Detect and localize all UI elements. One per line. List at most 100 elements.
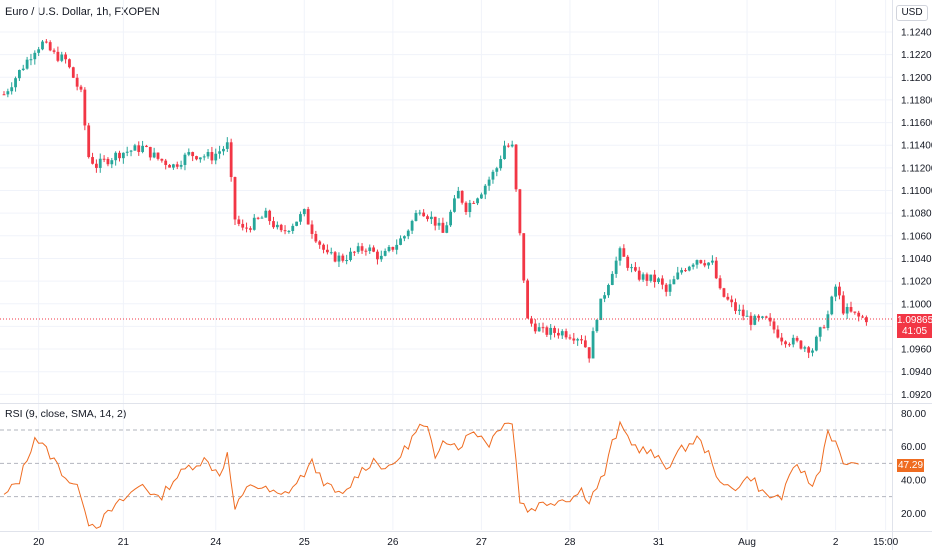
candle-body xyxy=(818,327,822,337)
candle-body xyxy=(52,50,56,52)
candle-body xyxy=(314,233,318,242)
candle-body xyxy=(780,337,784,342)
candle-body xyxy=(133,145,137,151)
time-tick-label: 27 xyxy=(476,537,488,548)
candle-body xyxy=(249,228,252,230)
candle-body xyxy=(376,251,379,260)
price-tick-label: 1.11000 xyxy=(901,186,932,197)
candle-body xyxy=(379,255,383,260)
candle-body xyxy=(822,327,826,329)
candle-body xyxy=(622,248,626,257)
price-tick-label: 1.11200 xyxy=(901,163,932,174)
candle-body xyxy=(468,202,472,213)
candle-body xyxy=(518,189,522,234)
candle-body xyxy=(506,145,510,147)
candle-body xyxy=(526,280,529,319)
candle-body xyxy=(121,152,125,159)
rsi-indicator-label[interactable]: RSI (9, close, SMA, 14, 2) xyxy=(5,408,127,420)
candle-body xyxy=(175,164,179,167)
candle-body xyxy=(326,249,329,253)
candle-body xyxy=(726,296,730,300)
candle-body xyxy=(676,272,680,280)
candle-body xyxy=(718,278,722,289)
candle-body xyxy=(572,338,576,341)
candle-body xyxy=(64,54,67,60)
candle-body xyxy=(37,49,41,53)
price-tick-label: 1.09400 xyxy=(901,367,932,378)
rsi-tick-label: 40.00 xyxy=(901,476,926,487)
candle-body xyxy=(414,212,418,221)
candle-body xyxy=(460,190,464,203)
candle-body xyxy=(480,194,483,199)
candle-body xyxy=(25,59,29,69)
candle-body xyxy=(387,246,391,251)
candle-body xyxy=(318,241,322,245)
candle-body xyxy=(291,225,295,231)
candle-body xyxy=(687,266,691,271)
candle-body xyxy=(395,244,399,250)
candle-body xyxy=(341,255,345,261)
candle-body xyxy=(730,299,734,303)
candle-body xyxy=(834,286,837,297)
candle-body xyxy=(672,279,676,285)
candle-body xyxy=(356,246,360,252)
candle-body xyxy=(541,327,545,329)
candle-body xyxy=(218,151,221,154)
candle-body xyxy=(510,144,514,147)
candle-body xyxy=(349,251,352,261)
candle-body xyxy=(599,298,603,320)
candle-body xyxy=(106,158,110,165)
candle-body xyxy=(295,221,298,226)
candle-body xyxy=(179,164,183,167)
candle-body xyxy=(784,341,787,345)
candle-body xyxy=(464,202,468,213)
candle-body xyxy=(202,156,206,158)
candle-body xyxy=(703,263,707,266)
candle-body xyxy=(711,260,714,263)
candle-body xyxy=(734,302,737,311)
candle-body xyxy=(483,185,487,195)
candle-body xyxy=(564,331,568,338)
candle-body xyxy=(206,152,210,157)
candle-body xyxy=(533,323,537,332)
candle-body xyxy=(788,344,791,346)
candle-body xyxy=(557,332,560,336)
candle-body xyxy=(283,230,287,232)
bar-countdown: 41:05 xyxy=(901,326,928,337)
candle-body xyxy=(453,198,456,212)
price-tick-label: 1.10400 xyxy=(901,254,932,265)
candle-body xyxy=(637,270,641,280)
candle-body xyxy=(853,311,857,313)
price-tick-label: 1.12000 xyxy=(901,73,932,84)
candle-body xyxy=(183,154,187,165)
candle-body xyxy=(803,347,807,349)
candle-body xyxy=(125,151,129,153)
candle-body xyxy=(264,210,268,218)
candle-body xyxy=(799,340,803,349)
candle-body xyxy=(811,350,814,353)
candle-body xyxy=(299,214,302,222)
candle-body xyxy=(195,156,198,160)
currency-button[interactable]: USD xyxy=(896,5,928,21)
candle-body xyxy=(437,222,441,226)
candle-body xyxy=(530,318,533,324)
candle-body xyxy=(252,217,256,230)
candle-body xyxy=(60,54,64,61)
candle-body xyxy=(98,158,102,168)
candle-body xyxy=(429,216,433,220)
candle-body xyxy=(737,309,741,311)
candle-body xyxy=(2,94,6,96)
candle-body xyxy=(306,209,310,225)
candle-body xyxy=(352,251,356,253)
price-tick-label: 1.11600 xyxy=(901,118,932,129)
candle-body xyxy=(761,316,764,318)
time-tick-label: 21 xyxy=(118,537,130,548)
candle-body xyxy=(360,246,364,251)
candle-body xyxy=(6,91,10,95)
candle-body xyxy=(214,153,218,161)
candle-body xyxy=(10,87,14,92)
candle-body xyxy=(95,163,98,168)
candle-body xyxy=(391,246,395,250)
candle-body xyxy=(814,336,818,351)
